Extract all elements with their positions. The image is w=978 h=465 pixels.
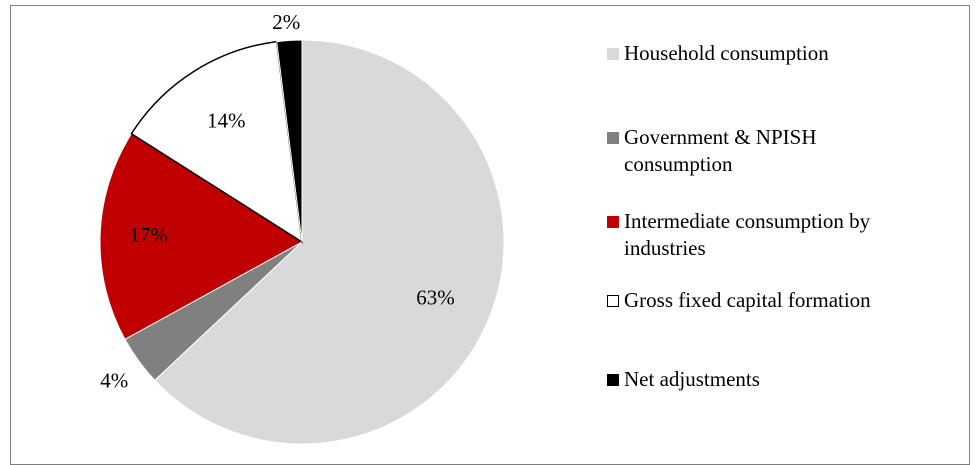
pie-slice-household [154,39,505,445]
pie-chart: 63% 4% 17% 14% 2% [99,10,505,445]
legend-label-net-adjustments: Net adjustments [624,367,760,391]
legend-item-intermediate: Intermediate consumption by industries [607,208,870,262]
legend-swatch-household [607,48,619,60]
legend-swatch-net-adjustments [607,374,619,386]
pie-slice-gfcf [130,40,303,244]
legend-label-intermediate-line1: Intermediate consumption by [624,209,871,233]
legend-item-net-adjustments: Net adjustments [607,366,760,393]
legend-swatch-gfcf [607,295,619,307]
data-label-household: 63% [416,286,455,310]
legend-item-household: Household consumption [607,40,829,67]
pie-slice-intermediate [99,133,303,340]
legend-item-government: Government & NPISH consumption [607,124,817,178]
legend-label-gfcf: Gross fixed capital formation [624,288,871,312]
legend-label-government: Government & NPISH consumption [624,124,817,178]
data-label-gfcf: 14% [207,108,246,132]
legend-label-household: Household consumption [624,41,829,65]
pie-slice-net-adjustments [276,39,303,243]
legend-label-intermediate: Intermediate consumption by industries [624,208,870,262]
legend-label-government-line1: Government & NPISH [624,125,817,149]
legend-swatch-government [607,132,619,144]
legend-label-government-line2: consumption [624,152,733,176]
legend-label-intermediate-line2: industries [624,236,706,260]
legend-swatch-intermediate [607,216,619,228]
data-label-net-adjustments: 2% [272,10,300,34]
data-label-intermediate: 17% [129,223,168,247]
data-label-government: 4% [100,368,128,392]
legend-item-gfcf: Gross fixed capital formation [607,287,871,314]
